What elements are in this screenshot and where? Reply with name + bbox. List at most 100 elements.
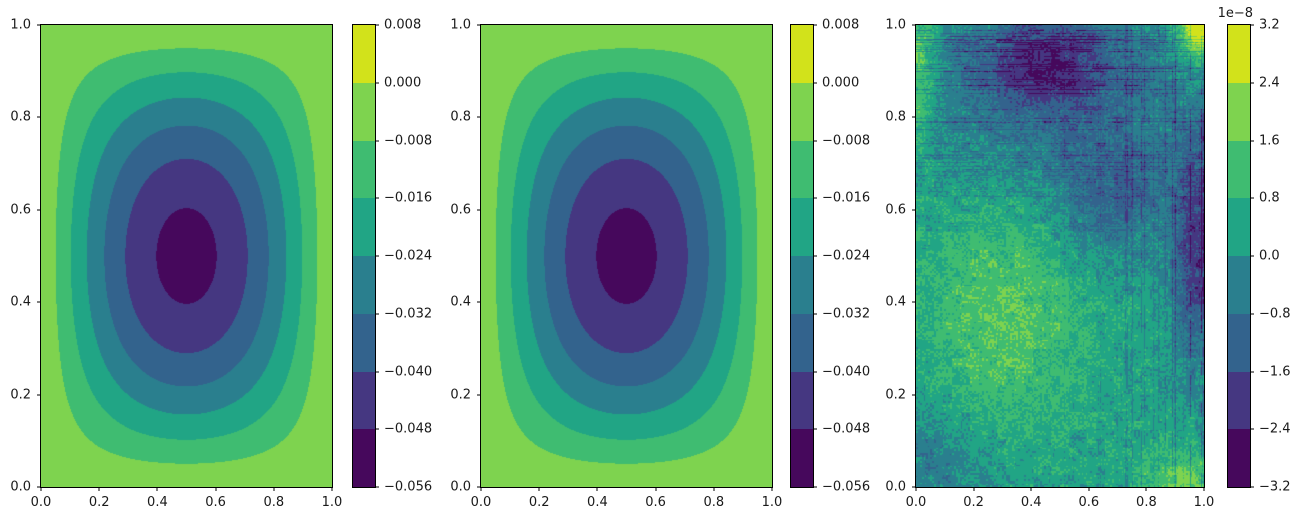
- colorbar-tick-mark: [813, 140, 817, 141]
- colorbar-tick-label: −2.4: [1259, 421, 1291, 437]
- x-tick-mark: [215, 487, 217, 491]
- colorbar-band: [353, 25, 375, 83]
- x-tick-label: 0.0: [470, 495, 492, 510]
- colorbar-tick-label: −0.016: [384, 190, 433, 206]
- y-tick-mark: [37, 394, 41, 396]
- x-tick-label: 0.8: [703, 495, 725, 510]
- y-tick-label: 0.4: [450, 294, 471, 310]
- colorbar-tick-mark: [375, 428, 379, 430]
- y-tick-mark: [37, 486, 41, 488]
- colorbar-band: [791, 371, 813, 430]
- x-tick-mark: [1145, 487, 1147, 491]
- colorbar-tick-mark: [1250, 255, 1254, 257]
- colorbar-tick-mark: [813, 82, 817, 84]
- colorbar-tick-label: −3.2: [1259, 479, 1291, 495]
- colorbar-band: [353, 256, 375, 314]
- x-tick-mark: [915, 487, 917, 491]
- y-tick-mark: [912, 486, 916, 488]
- y-tick-label: 0.2: [450, 387, 471, 403]
- colorbar-band: [1228, 140, 1250, 199]
- x-tick-mark: [1203, 487, 1205, 491]
- colorbar-tick-mark: [813, 428, 817, 430]
- colorbar-2: 0.008 0.000 −0.008 −0.016 −0.024 −0.032 −0.040…: [790, 19, 870, 494]
- colorbar-band: [1228, 256, 1250, 314]
- colorbar-tick-mark: [813, 486, 817, 488]
- y-tick-label: 0.8: [885, 109, 906, 125]
- colorbar-band: [353, 198, 375, 256]
- x-tick-mark: [596, 487, 598, 491]
- colorbar-tick-label: −0.024: [384, 248, 433, 264]
- colorbar-tick-label: −0.056: [822, 479, 871, 495]
- x-tick-label: 0.4: [587, 495, 608, 510]
- colorbar-tick-mark: [813, 197, 817, 199]
- colorbar-tick-mark: [1250, 24, 1254, 26]
- colorbar-tick-mark: [375, 486, 379, 488]
- x-tick-label: 0.6: [1078, 495, 1100, 510]
- colorbar-band: [1228, 82, 1250, 141]
- x-tick-mark: [771, 487, 773, 491]
- colorbar-band: [791, 256, 813, 314]
- colorbar-tick-label: −0.8: [1259, 306, 1291, 322]
- colorbar-tick-mark: [1250, 140, 1254, 141]
- y-tick-label: 0.0: [450, 479, 471, 495]
- colorbar-band: [791, 198, 813, 256]
- contour-canvas-2: [481, 25, 772, 487]
- colorbar-tick-mark: [1250, 428, 1254, 430]
- x-tick-mark: [713, 487, 715, 491]
- x-tick-mark: [331, 487, 333, 491]
- colorbar-band: [791, 25, 813, 83]
- colorbar-band: [353, 371, 375, 430]
- x-tick-mark: [1088, 487, 1090, 491]
- colorbar-tick-label: −0.040: [822, 364, 871, 379]
- colorbar-tick-mark: [375, 197, 379, 199]
- x-tick-label: 0.6: [645, 495, 666, 510]
- y-tick-label: 0.2: [10, 387, 31, 403]
- colorbar-band: [1228, 429, 1250, 487]
- colorbar-tick-label: −0.024: [822, 248, 871, 264]
- y-tick-mark: [37, 24, 41, 26]
- y-tick-label: 0.2: [885, 387, 906, 403]
- x-tick-label: 0.0: [30, 495, 52, 510]
- y-tick-label: 0.6: [885, 202, 906, 218]
- y-tick-mark: [37, 209, 41, 211]
- x-tick-label: 1.0: [761, 495, 783, 510]
- y-tick-mark: [912, 394, 916, 396]
- x-tick-label: 1.0: [321, 495, 343, 510]
- colorbar-tick-label: 0.000: [822, 75, 860, 91]
- y-tick-label: 0.0: [885, 479, 906, 495]
- colorbar-tick-label: 1.6: [1259, 133, 1280, 148]
- colorbar-tick-label: −0.032: [384, 306, 433, 322]
- x-tick-mark: [40, 487, 42, 491]
- y-tick-mark: [912, 209, 916, 211]
- colorbar-band: [353, 140, 375, 199]
- x-tick-mark: [156, 487, 158, 491]
- y-tick-mark: [477, 24, 481, 26]
- colorbar-tick-mark: [813, 24, 817, 26]
- colorbar-tick-label: −1.6: [1259, 364, 1291, 379]
- colorbar-tick-mark: [375, 371, 379, 372]
- colorbar-tick-mark: [375, 313, 379, 315]
- y-tick-mark: [912, 24, 916, 26]
- x-tick-mark: [655, 487, 657, 491]
- colorbar-tick-label: −0.008: [384, 133, 433, 148]
- colorbar-tick-label: −0.048: [822, 421, 871, 437]
- y-tick-mark: [37, 116, 41, 118]
- colorbar-band: [1228, 371, 1250, 430]
- colorbar-band: [1228, 198, 1250, 256]
- y-tick-label: 0.6: [10, 202, 31, 218]
- colorbar-tick-label: 0.8: [1259, 190, 1280, 206]
- x-tick-mark: [1030, 487, 1032, 491]
- colorbar-band: [1228, 313, 1250, 372]
- colorbar-tick-label: −0.056: [384, 479, 433, 495]
- colorbar-band: [353, 429, 375, 487]
- colorbar-tick-mark: [813, 255, 817, 257]
- colorbar-tick-label: −0.048: [384, 421, 433, 437]
- x-tick-label: 0.8: [263, 495, 285, 510]
- colorbar-band: [791, 82, 813, 141]
- colorbar-band: [1228, 25, 1250, 83]
- y-tick-label: 1.0: [10, 17, 31, 33]
- colorbar-tick-mark: [813, 371, 817, 372]
- y-tick-mark: [912, 301, 916, 303]
- y-tick-mark: [477, 486, 481, 488]
